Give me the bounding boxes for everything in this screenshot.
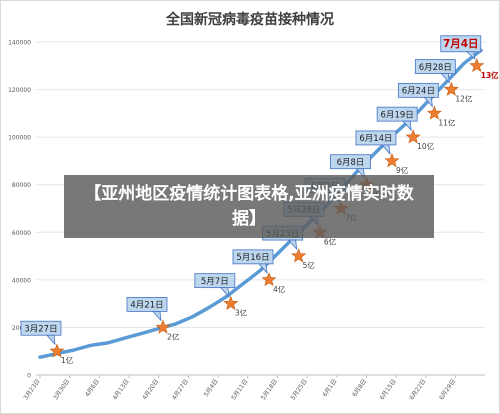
milestone-value-label: 5亿 [303, 260, 316, 270]
y-tick-label: 140000 [8, 40, 31, 47]
x-tick-label: 4月13日 [112, 378, 131, 401]
milestone-value-label: 6亿 [324, 236, 337, 246]
milestone-callout-box [330, 154, 371, 170]
milestone-star [405, 129, 421, 144]
milestone-star [384, 153, 400, 168]
milestone-star [261, 272, 277, 287]
headline-overlay: 【亚州地区疫情统计图表格,亚洲疫情实时数据】 [64, 175, 434, 238]
y-tick-label: 40000 [12, 277, 31, 284]
chart-title: 全国新冠病毒疫苗接种情况 [165, 11, 334, 28]
y-tick-label: 120000 [8, 87, 31, 94]
milestone-date-label: 6月28日 [419, 63, 452, 73]
milestone-callout-pointer [46, 334, 56, 346]
x-tick-label: 3月23日 [22, 378, 41, 401]
x-tick-label: 5月11日 [230, 378, 249, 401]
x-tick-label: 5月25日 [290, 378, 309, 401]
x-tick-label: 4月6日 [84, 378, 101, 398]
milestone-callout-box [232, 249, 274, 265]
milestone-value-label: 3亿 [235, 308, 248, 318]
milestone-value-label: 11亿 [438, 117, 456, 127]
milestone-value-label: 12亿 [455, 94, 473, 104]
x-tick-label: 5月18日 [260, 378, 279, 401]
x-tick-label: 4月20日 [141, 378, 160, 401]
x-tick-label: 6月29日 [438, 378, 457, 401]
milestone-star [443, 81, 459, 96]
milestone-callout-box [414, 59, 456, 74]
x-tick-label: 6月15日 [379, 378, 398, 401]
milestone-callout-box [20, 320, 62, 336]
milestone-star [291, 248, 307, 263]
milestone-callout-pointer [258, 263, 268, 275]
milestone-value-label: 10亿 [417, 141, 435, 151]
milestone-star [426, 105, 442, 120]
y-tick-label: 0 [27, 373, 31, 380]
x-tick-label: 6月1日 [321, 378, 338, 398]
milestone-callout-pointer [402, 120, 412, 132]
milestone-date-label: 5月16日 [236, 253, 269, 263]
milestone-callout-box [194, 273, 236, 289]
milestone-date-label: 3月27日 [24, 325, 57, 335]
y-tick-label: 60000 [12, 230, 31, 237]
milestone-date-label: 6月24日 [402, 87, 435, 97]
milestone-callout-pointer [440, 73, 450, 84]
milestone-value-label: 4亿 [273, 284, 286, 294]
milestone-date-label: 5月7日 [201, 277, 229, 287]
milestone-callout-box [376, 106, 418, 122]
milestone-value-label: 2亿 [167, 331, 180, 341]
x-tick-label: 3月30日 [52, 378, 71, 401]
y-tick-label: 80000 [12, 182, 31, 189]
milestone-date-label: 7月4日 [443, 38, 479, 50]
milestone-callout-box [397, 82, 439, 98]
milestone-callout-pointer [381, 144, 391, 156]
x-tick-label: 4月27日 [171, 378, 190, 401]
x-tick-label: 5月4日 [203, 378, 220, 398]
milestone-callout-pointer [152, 311, 162, 322]
milestone-star [155, 319, 171, 334]
milestone-callout-pointer [423, 96, 433, 108]
milestone-callout-pointer [287, 239, 298, 251]
milestone-date-label: 6月19日 [381, 110, 414, 120]
y-tick-label: 100000 [8, 135, 31, 142]
milestone-date-label: 6月8日 [337, 158, 365, 168]
milestone-star [469, 57, 485, 73]
milestone-star [49, 343, 65, 358]
milestone-value-label: 13亿 [481, 70, 499, 80]
milestone-date-label: 6月14日 [359, 134, 392, 144]
milestone-callout-pointer [219, 287, 230, 298]
milestone-date-label: 4月21日 [130, 301, 163, 311]
x-tick-label: 6月8日 [351, 378, 368, 398]
milestone-star [223, 295, 239, 310]
milestone-callout-box [440, 35, 482, 53]
milestone-callout-box [355, 130, 397, 146]
milestone-callout-pointer [465, 51, 476, 60]
headline-text: 【亚州地区疫情统计图表格,亚洲疫情实时数据】 [84, 183, 414, 229]
milestone-callout-box [126, 297, 168, 312]
milestone-value-label: 1亿 [61, 355, 74, 365]
x-tick-label: 6月22日 [408, 378, 427, 401]
milestone-value-label: 9亿 [396, 165, 409, 175]
